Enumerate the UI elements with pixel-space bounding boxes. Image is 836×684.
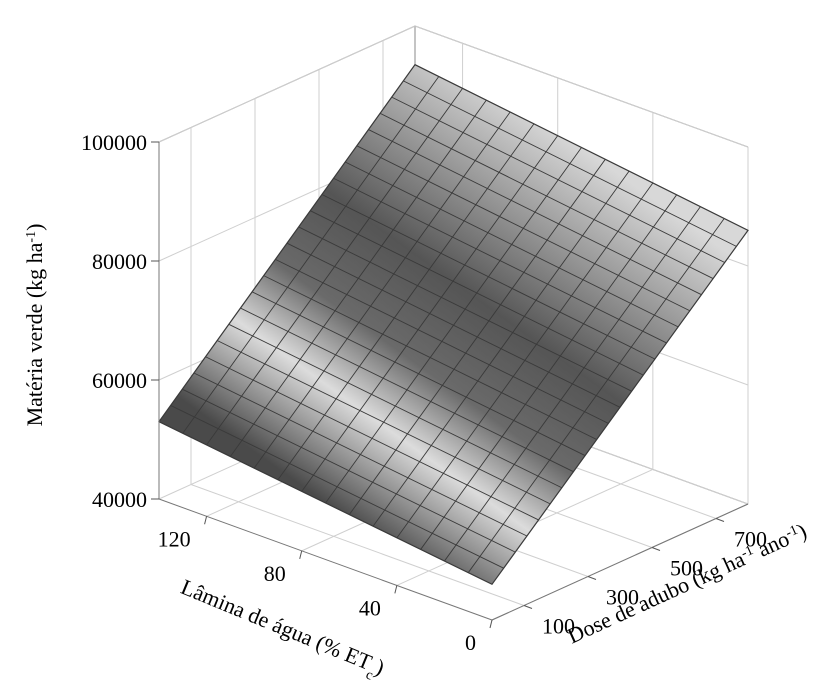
z-axis-title: Matéria verde (kg ha-1)	[22, 224, 47, 427]
mesh-line	[275, 258, 609, 424]
mesh-line	[193, 372, 528, 537]
z-tick-label: 80000	[92, 249, 147, 274]
x-tick-mark	[489, 619, 493, 629]
y-tick-mark	[715, 518, 725, 522]
z-tick-label: 40000	[92, 487, 147, 512]
mesh-line	[310, 210, 644, 376]
y-tick-label: 300	[606, 585, 639, 610]
box-edge	[158, 498, 493, 621]
y-tick-label: 700	[734, 527, 767, 552]
gridline-y-floor	[190, 484, 525, 606]
mesh-line	[356, 145, 691, 312]
x-axis-title: Lâmina de água (% ETc)	[175, 574, 388, 684]
x-tick-mark	[394, 585, 398, 594]
mesh-line	[240, 307, 574, 473]
y-tick-mark	[523, 605, 533, 609]
x-tick-label: 120	[158, 526, 191, 551]
x-tick-label: 0	[465, 630, 476, 655]
mesh-line	[170, 405, 504, 569]
x-tick-mark	[299, 550, 303, 559]
mesh-line	[216, 340, 551, 505]
mesh-line	[251, 291, 586, 456]
bounding-box-front	[158, 142, 749, 621]
mesh-line	[333, 177, 667, 344]
ticks: 40000 60000 80000 100000 0 40 80 120 100 300 500 70…	[81, 130, 767, 655]
gridline-z-back-right	[414, 25, 749, 148]
mesh-line	[379, 112, 714, 279]
x-tick-label: 80	[264, 561, 286, 586]
mesh-line	[205, 356, 539, 521]
mesh-line	[344, 161, 679, 328]
surface	[158, 63, 749, 586]
mesh-line	[298, 226, 632, 392]
mesh-line	[263, 275, 597, 440]
mesh-line	[228, 323, 563, 489]
x-tick-label: 40	[359, 595, 381, 620]
y-axis-title: Dose de adubo (kg ha-1 ano-1)	[564, 518, 811, 648]
mesh-line	[286, 242, 621, 408]
x-tick-mark	[204, 516, 208, 525]
z-tick-label: 60000	[92, 368, 147, 393]
gridline-z-back-left	[158, 25, 416, 143]
mesh-line	[403, 80, 737, 247]
y-tick-label: 500	[670, 556, 703, 581]
z-tick-label: 100000	[81, 130, 147, 155]
mesh-line	[368, 129, 702, 296]
mesh-line	[391, 96, 725, 263]
y-tick-mark	[587, 576, 597, 580]
mesh-line	[182, 388, 516, 553]
box-edge	[491, 503, 749, 621]
y-tick-mark	[651, 547, 661, 551]
mesh-line	[321, 194, 656, 360]
y-tick-label: 100	[542, 614, 575, 639]
